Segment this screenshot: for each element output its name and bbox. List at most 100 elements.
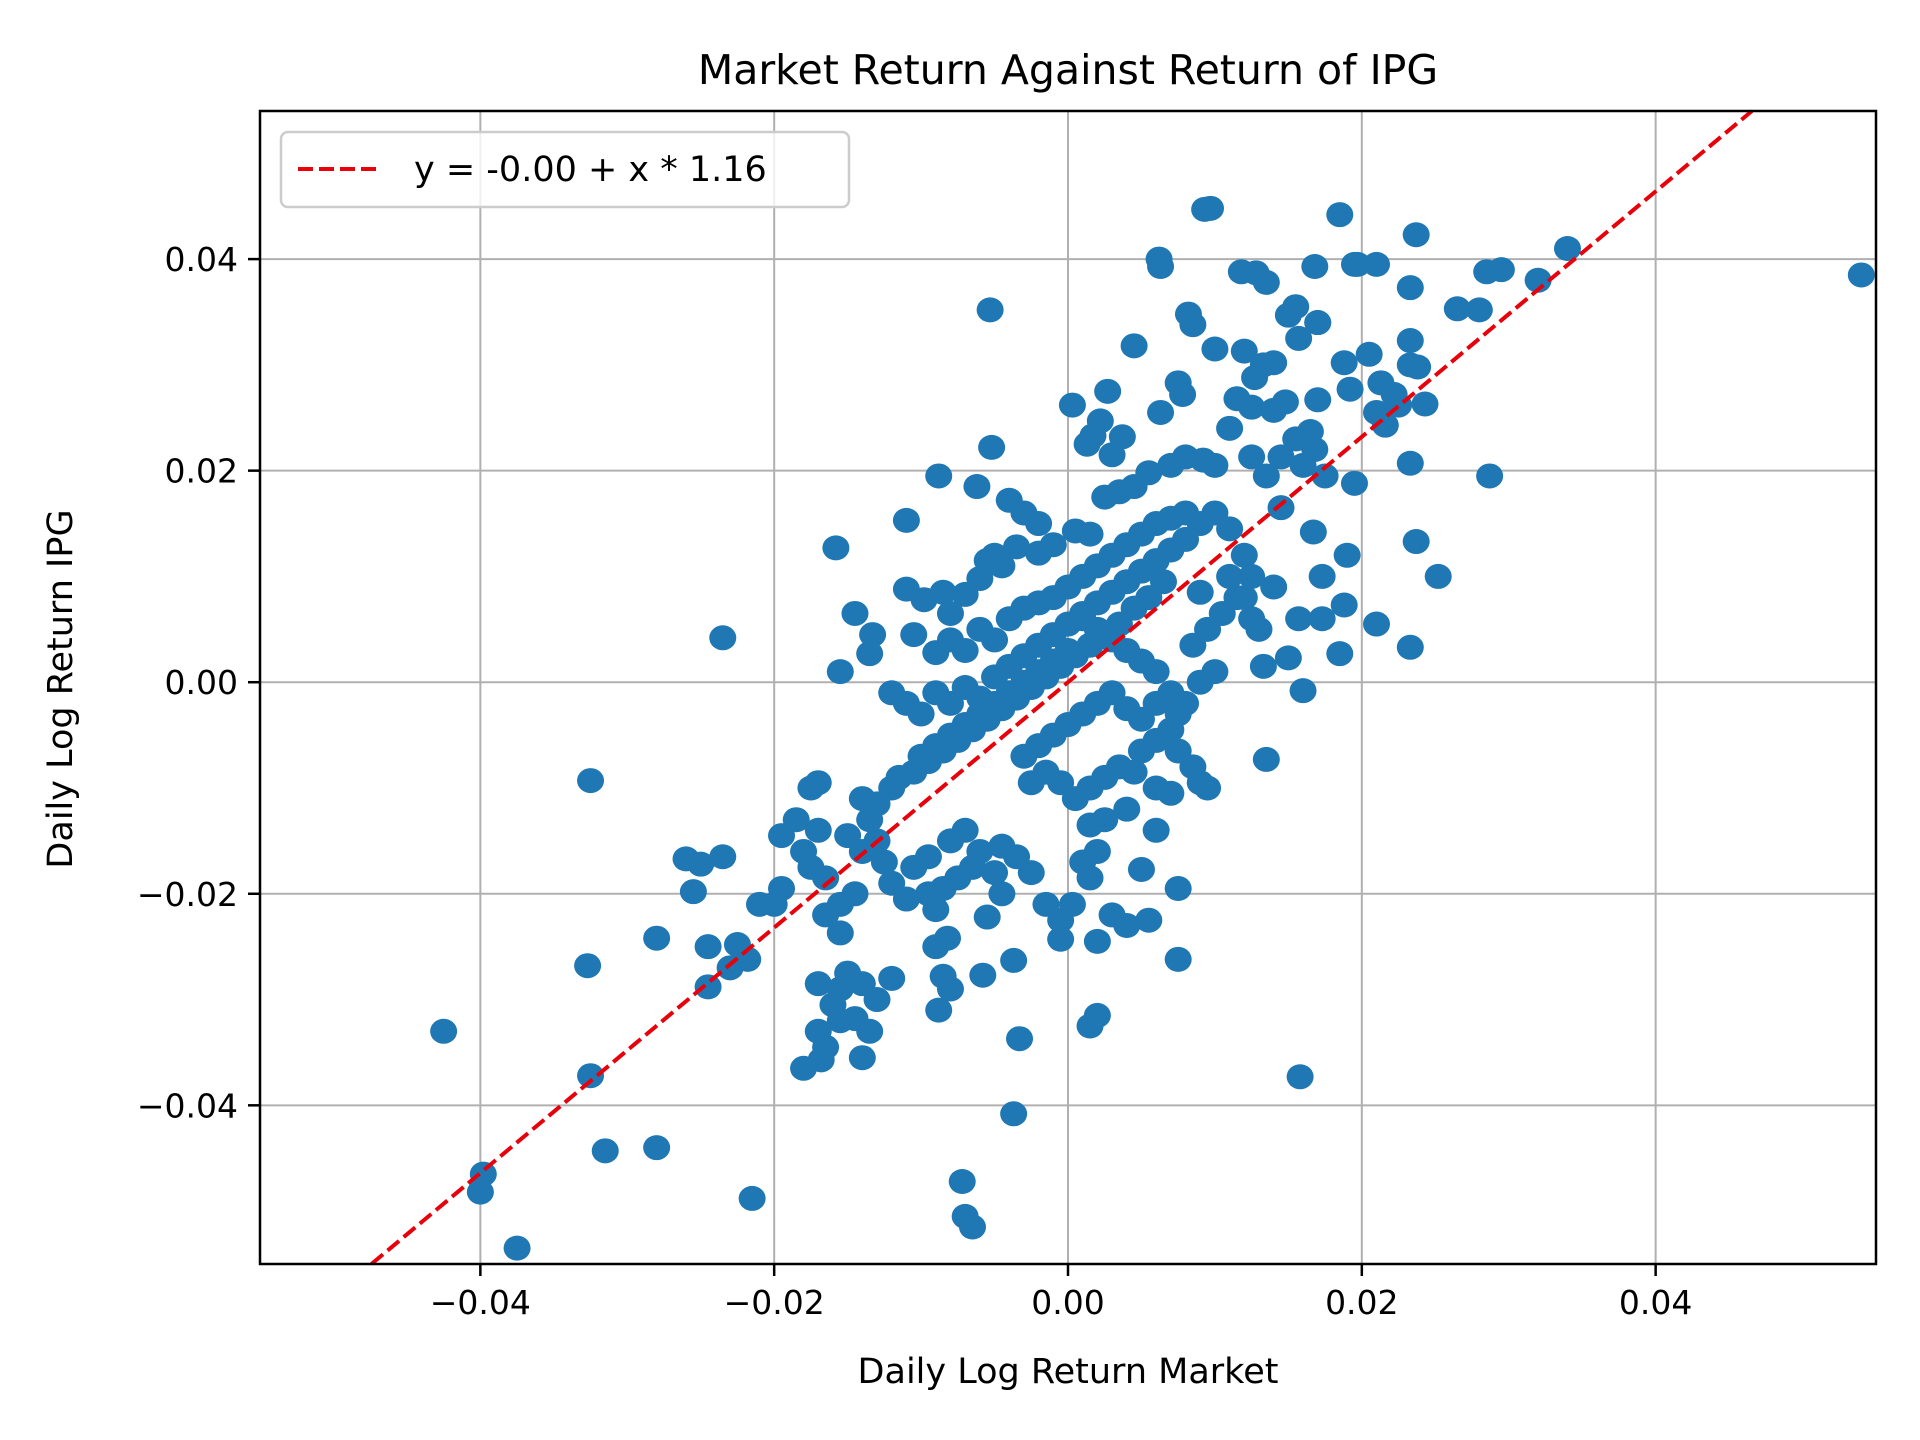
- data-point: [643, 925, 671, 951]
- data-point: [1039, 532, 1067, 558]
- data-point: [1402, 222, 1430, 248]
- data-point: [870, 849, 898, 875]
- fit-line: [370, 109, 1754, 1266]
- data-point: [804, 817, 832, 843]
- data-point: [1289, 678, 1317, 704]
- data-point: [1396, 634, 1424, 660]
- data-point: [936, 976, 964, 1002]
- data-point: [1252, 269, 1280, 295]
- data-point: [1076, 865, 1104, 891]
- scatter-points: [430, 195, 1875, 1261]
- data-point: [1330, 350, 1358, 376]
- y-axis-ticks: −0.04 −0.02 0.00 0.02 0.04: [137, 240, 260, 1125]
- data-point: [1010, 743, 1038, 769]
- data-point: [709, 625, 737, 651]
- data-point: [929, 579, 957, 605]
- data-point: [1076, 812, 1104, 838]
- data-point: [981, 542, 1009, 568]
- gridlines: [260, 111, 1876, 1264]
- data-point: [959, 1214, 987, 1240]
- data-point: [1017, 770, 1045, 796]
- data-point: [1127, 856, 1155, 882]
- data-point: [1120, 333, 1148, 359]
- data-point: [1473, 259, 1501, 285]
- data-point: [976, 297, 1004, 323]
- data-point: [1238, 563, 1266, 589]
- data-point: [1252, 463, 1280, 489]
- data-point: [1201, 336, 1229, 362]
- data-point: [1098, 902, 1126, 928]
- data-point: [1286, 1064, 1314, 1090]
- data-point: [988, 833, 1016, 859]
- data-point: [503, 1235, 531, 1261]
- data-point: [936, 828, 964, 854]
- data-point: [1396, 275, 1424, 301]
- data-point: [1094, 378, 1122, 404]
- data-point: [841, 600, 869, 626]
- data-point: [1032, 891, 1060, 917]
- data-point: [1135, 907, 1163, 933]
- data-point: [1404, 354, 1432, 380]
- data-point: [1000, 947, 1028, 973]
- data-point: [934, 925, 962, 951]
- data-point: [1142, 775, 1170, 801]
- data-point: [1402, 529, 1430, 555]
- data-point: [1355, 341, 1383, 367]
- data-point: [1274, 302, 1302, 328]
- data-point: [936, 600, 964, 626]
- data-point: [1025, 511, 1053, 537]
- data-point: [1058, 392, 1086, 418]
- data-point: [1396, 328, 1424, 354]
- data-point: [1363, 611, 1391, 637]
- x-tick-label: 0.04: [1619, 1283, 1692, 1322]
- data-point: [1157, 452, 1185, 478]
- data-point: [981, 627, 1009, 653]
- data-point: [1000, 1101, 1028, 1127]
- data-point: [1127, 738, 1155, 764]
- data-point: [1411, 391, 1439, 417]
- data-point: [574, 953, 602, 979]
- chart-title: Market Return Against Return of IPG: [698, 46, 1438, 94]
- data-point: [1241, 365, 1269, 391]
- data-point: [856, 641, 884, 667]
- data-point: [988, 881, 1016, 907]
- data-point: [1396, 450, 1424, 476]
- data-point: [466, 1179, 494, 1205]
- data-point: [1367, 370, 1395, 396]
- data-point: [1363, 251, 1391, 277]
- data-point: [1311, 463, 1339, 489]
- data-point: [1443, 296, 1471, 322]
- data-point: [1069, 606, 1097, 632]
- data-point: [1304, 387, 1332, 413]
- legend-label: y = -0.00 + x * 1.16: [414, 150, 767, 190]
- y-tick-label: 0.02: [165, 452, 238, 491]
- data-point: [723, 932, 751, 958]
- data-point: [1424, 563, 1452, 589]
- data-point: [1465, 297, 1493, 323]
- data-point: [1230, 338, 1258, 364]
- data-point: [966, 838, 994, 864]
- data-point: [1340, 470, 1368, 496]
- data-point: [1098, 442, 1126, 468]
- data-point: [1238, 394, 1266, 420]
- data-point: [1172, 526, 1200, 552]
- data-point: [1073, 431, 1101, 457]
- data-point: [694, 974, 722, 1000]
- data-point: [768, 823, 796, 849]
- data-point: [1186, 579, 1214, 605]
- data-point: [1091, 484, 1119, 510]
- data-point: [963, 474, 991, 500]
- data-point: [790, 1055, 818, 1081]
- data-point: [709, 844, 737, 870]
- data-point: [1058, 891, 1086, 917]
- data-point: [1260, 574, 1288, 600]
- data-point: [768, 875, 796, 901]
- y-tick-label: 0.00: [165, 663, 238, 702]
- data-point: [1142, 817, 1170, 843]
- data-point: [1308, 606, 1336, 632]
- data-point: [1267, 495, 1295, 521]
- data-point: [1216, 415, 1244, 441]
- data-point: [1524, 267, 1552, 293]
- data-point: [1216, 516, 1244, 542]
